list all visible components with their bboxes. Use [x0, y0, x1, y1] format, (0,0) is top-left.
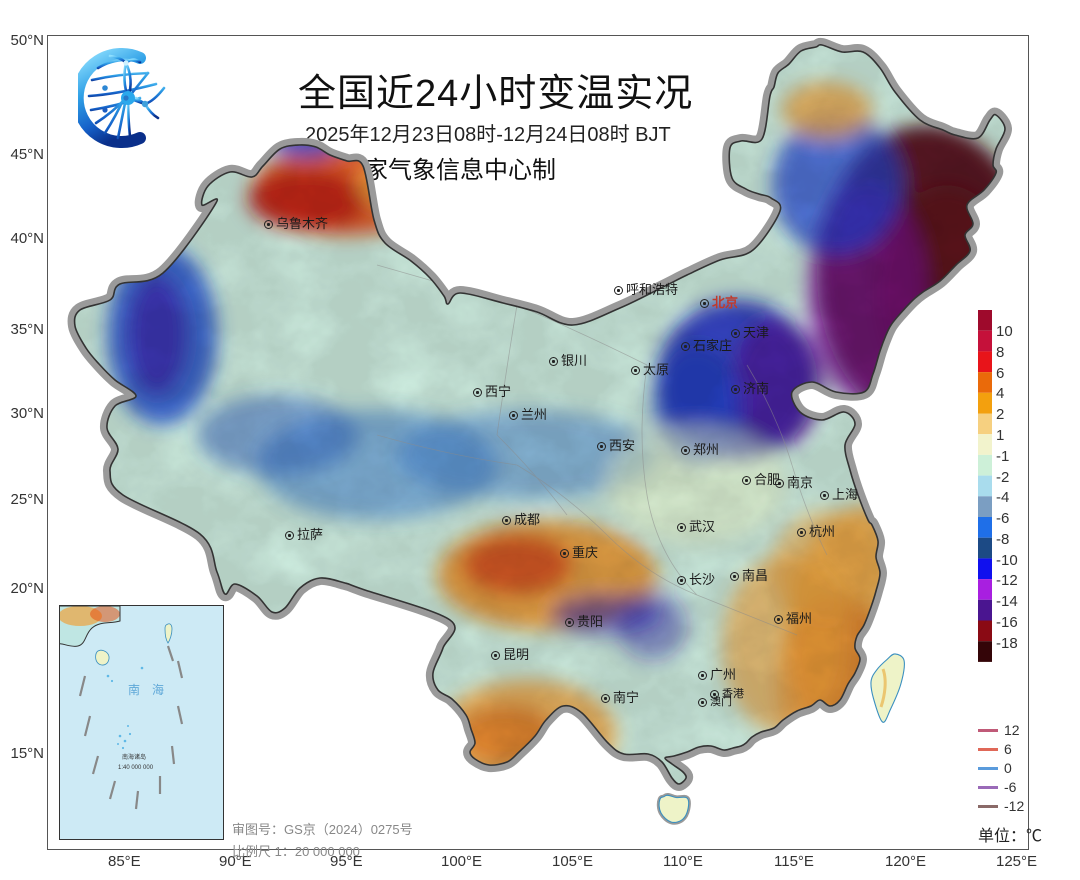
svg-text:1:40 000 000: 1:40 000 000 [118, 765, 154, 771]
svg-text:南 海: 南 海 [128, 682, 164, 697]
svg-text:南海诸岛: 南海诸岛 [122, 753, 146, 761]
